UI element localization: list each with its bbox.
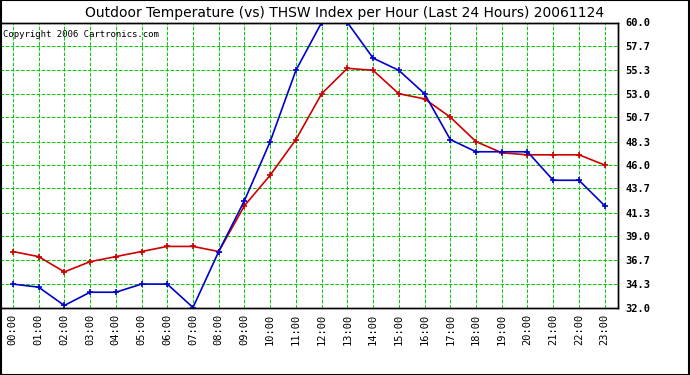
Text: Copyright 2006 Cartronics.com: Copyright 2006 Cartronics.com (3, 30, 159, 39)
Text: Outdoor Temperature (vs) THSW Index per Hour (Last 24 Hours) 20061124: Outdoor Temperature (vs) THSW Index per … (86, 6, 604, 20)
